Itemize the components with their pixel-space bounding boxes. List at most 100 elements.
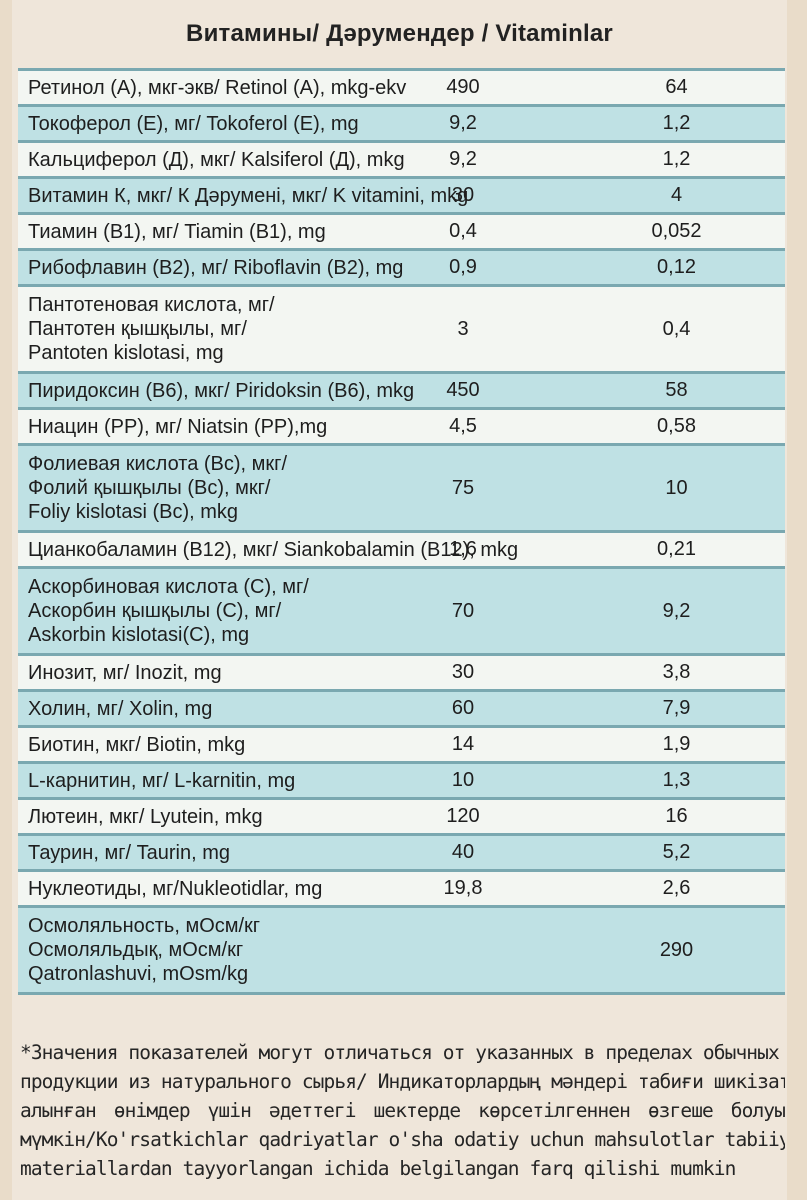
table-row: Фолиевая кислота (Вс), мкг/Фолий қышқылы…: [18, 446, 785, 533]
value-per-100g: 0,4: [449, 220, 477, 242]
table-row: Лютеин, мкг/ Lyutein, mkg 120 16: [18, 800, 785, 836]
value-per-100ml: 58: [665, 379, 688, 401]
value-per-100g: 9,2: [449, 148, 477, 170]
nutrient-name: Фолиевая кислота (Вс), мкг/Фолий қышқылы…: [18, 452, 418, 524]
table-row: Витамин К, мкг/ К Дәрумені, мкг/ K vitam…: [18, 179, 785, 215]
nutrient-name-line: Кальциферол (Д), мкг/ Kalsiferol (Д), mk…: [28, 148, 405, 171]
value-per-100ml: 0,21: [657, 538, 696, 560]
value-per-100g: 30: [451, 184, 475, 206]
value-per-100g: 1,6: [449, 538, 477, 560]
table-row: Токоферол (Е), мг/ Tokoferol (E), mg 9,2 1…: [18, 107, 785, 143]
nutrient-name: Рибофлавин (В2), мг/ Riboflavin (B2), mg: [18, 256, 418, 280]
nutrient-name: Аскорбиновая кислота (С), мг/Аскорбин қы…: [18, 575, 418, 647]
footnote-line: продукции из натурального сырья/ Индикат…: [20, 1070, 785, 1093]
nutrient-name-line: Осмоляльность, мОсм/кг: [28, 915, 261, 937]
nutrient-name-line: Таурин, мг/ Taurin, mg: [28, 841, 230, 864]
nutrient-name: Кальциферол (Д), мкг/ Kalsiferol (Д), mk…: [18, 148, 418, 172]
nutrient-name-line: Пантотен қышқылы, мг/: [28, 318, 247, 340]
nutrient-name-line: Ретинол (А), мкг-экв/ Retinol (A), mkg-e…: [28, 76, 407, 99]
nutrient-name: Таурин, мг/ Taurin, mg: [18, 841, 418, 865]
table-row: Инозит, мг/ Inozit, mg 30 3,8: [18, 656, 785, 692]
table-row: Осмоляльность, мОсм/кг Осмоляльдық, мОсм/…: [18, 908, 785, 995]
value-per-100g: 75: [451, 476, 475, 499]
value-per-100ml: 1,9: [662, 733, 691, 755]
nutrient-name-line: Askorbin kislotasi(C), mg: [28, 624, 250, 646]
footnote-line: materiallardan tayyorlangan ichida belgi…: [20, 1157, 736, 1180]
table-row: Пантотеновая кислота, мг/Пантотен қышқыл…: [18, 287, 785, 374]
value-per-100ml: 4: [670, 184, 683, 206]
table-row: Таурин, мг/ Taurin, mg 40 5,2: [18, 836, 785, 872]
nutrient-name: L-карнитин, мг/ L-karnitin, mg: [18, 769, 418, 793]
value-per-100ml: 7,9: [662, 697, 691, 719]
value-per-100ml: 290: [659, 938, 694, 961]
value-per-100ml: 0,12: [657, 256, 696, 278]
table-row: Нуклеотиды, мг/Nukleotidlar, mg 19,8 2,6: [18, 872, 785, 908]
value-per-100ml: 16: [665, 805, 688, 827]
nutrient-name-line: Холин, мг/ Xolin, mg: [28, 697, 213, 720]
nutrient-name: Ниацин (РР), мг/ Niatsin (PP),mg: [18, 415, 418, 439]
value-per-100g: 9,2: [449, 112, 477, 134]
table-row: Тиамин (В1), мг/ Tiamin (B1), mg 0,4 0,052: [18, 215, 785, 251]
footnote: *Значения показателей могут отличаться о…: [20, 1038, 785, 1183]
nutrient-name-line: Токоферол (Е), мг/ Tokoferol (E), mg: [28, 112, 359, 135]
nutrient-name-line: Рибофлавин (В2), мг/ Riboflavin (B2), mg: [28, 256, 404, 279]
value-per-100g: 0,9: [449, 256, 477, 278]
footnote-line: алынған өнімдер үшін әдеттегі шектерде к…: [20, 1099, 785, 1122]
nutrient-name: Нуклеотиды, мг/Nukleotidlar, mg: [18, 877, 418, 901]
footnote-line: мүмкін/Ko'rsatkichlar qadriyatlar o'sha …: [20, 1128, 785, 1151]
nutrient-name-line: Лютеин, мкг/ Lyutein, mkg: [28, 805, 263, 828]
table-row: L-карнитин, мг/ L-karnitin, mg 10 1,3: [18, 764, 785, 800]
nutrient-name-line: Нуклеотиды, мг/Nukleotidlar, mg: [28, 877, 323, 900]
nutrient-name-line: Pantoten kislotasi, mg: [28, 342, 224, 364]
nutrient-name-line: Ниацин (РР), мг/ Niatsin (PP),mg: [28, 415, 328, 438]
table-row: Пиридоксин (В6), мкг/ Piridoksin (B6), m…: [18, 374, 785, 410]
nutrient-name: Инозит, мг/ Inozit, mg: [18, 661, 418, 685]
value-per-100ml: 0,58: [657, 415, 696, 437]
value-per-100g: 490: [446, 76, 480, 98]
nutrient-name: Цианкобаламин (В12), мкг/ Siankobalamin …: [18, 538, 518, 562]
value-per-100g: 30: [451, 661, 475, 683]
value-per-100g: 120: [446, 805, 480, 827]
nutrient-name: Биотин, мкг/ Biotin, mkg: [18, 733, 418, 757]
value-per-100g: 19,8: [443, 877, 483, 899]
nutrient-name-line: Осмоляльдық, мОсм/кг: [28, 939, 244, 961]
value-per-100ml: 0,4: [662, 317, 691, 340]
nutrient-name-line: Qatronlashuvi, mOsm/kg: [28, 963, 249, 985]
nutrient-name: Токоферол (Е), мг/ Tokoferol (E), mg: [18, 112, 418, 136]
nutrient-name-line: Фолиевая кислота (Вс), мкг/: [28, 453, 288, 475]
table-row: Холин, мг/ Xolin, mg 60 7,9: [18, 692, 785, 728]
value-per-100g: 10: [451, 769, 475, 791]
footnote-line: *Значения показателей могут отличаться о…: [20, 1041, 785, 1064]
table-row: Биотин, мкг/ Biotin, mkg 14 1,9: [18, 728, 785, 764]
nutrient-name: Пиридоксин (В6), мкг/ Piridoksin (B6), m…: [18, 379, 418, 403]
value-per-100ml: 10: [665, 476, 688, 499]
value-per-100ml: 64: [665, 76, 688, 98]
nutrient-name-line: Пиридоксин (В6), мкг/ Piridoksin (B6), m…: [28, 379, 415, 402]
table-row: Ретинол (А), мкг-экв/ Retinol (A), mkg-e…: [18, 71, 785, 107]
value-per-100ml: 0,052: [651, 220, 702, 242]
table-row: Аскорбиновая кислота (С), мг/Аскорбин қы…: [18, 569, 785, 656]
nutrient-name-line: Фолий қышқылы (Вс), мкг/: [28, 477, 271, 499]
table-row: Кальциферол (Д), мкг/ Kalsiferol (Д), mk…: [18, 143, 785, 179]
nutrient-name: Лютеин, мкг/ Lyutein, mkg: [18, 805, 418, 829]
value-per-100ml: 3,8: [662, 661, 691, 683]
nutrient-name-line: Тиамин (В1), мг/ Tiamin (B1), mg: [28, 220, 326, 243]
value-per-100g: 450: [446, 379, 480, 401]
value-per-100ml: 1,3: [662, 769, 691, 791]
nutrient-name-line: Аскорбин қышқылы (С), мг/: [28, 600, 282, 622]
table-title: Витамины/ Дәрумендер / Vitaminlar: [186, 20, 613, 47]
nutrient-name: Осмоляльность, мОсм/кг Осмоляльдық, мОсм/…: [18, 914, 418, 986]
nutrient-name-line: Пантотеновая кислота, мг/: [28, 294, 275, 316]
table-row: Ниацин (РР), мг/ Niatsin (PP),mg 4,5 0,58: [18, 410, 785, 446]
nutrient-name-line: L-карнитин, мг/ L-karnitin, mg: [28, 769, 296, 792]
nutrient-name-line: Витамин К, мкг/ К Дәрумені, мкг/ K vitam…: [28, 184, 469, 207]
value-per-100g: 3: [457, 317, 469, 340]
nutrient-name: Витамин К, мкг/ К Дәрумені, мкг/ K vitam…: [18, 184, 469, 208]
value-per-100g: 14: [451, 733, 475, 755]
value-per-100ml: 9,2: [662, 599, 691, 622]
value-per-100ml: 1,2: [662, 112, 691, 134]
nutrient-name: Холин, мг/ Xolin, mg: [18, 697, 418, 721]
value-per-100g: 60: [451, 697, 475, 719]
value-per-100g: 4,5: [449, 415, 477, 437]
table-row: Рибофлавин (В2), мг/ Riboflavin (B2), mg…: [18, 251, 785, 287]
